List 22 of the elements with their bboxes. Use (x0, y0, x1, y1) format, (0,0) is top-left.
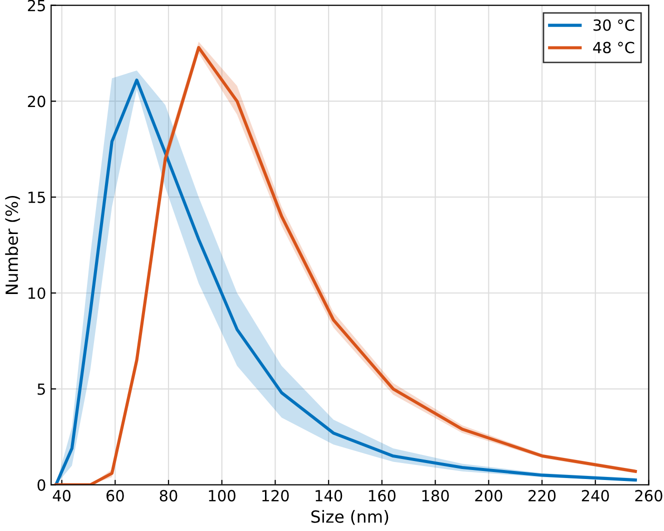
x-tick-label: 60 (106, 490, 124, 502)
x-tick-label: 220 (528, 490, 556, 502)
x-tick-label: 180 (422, 490, 449, 502)
y-tick-label: 10 (28, 287, 46, 300)
x-tick-label: 260 (635, 490, 662, 502)
x-tick-label: 120 (262, 490, 289, 502)
x-tick-label: 100 (208, 490, 236, 502)
y-tick-label: 25 (28, 0, 45, 12)
y-tick-label: 20 (28, 96, 46, 108)
y-tick-label: 5 (38, 384, 45, 395)
x-tick-label: 80 (160, 490, 178, 502)
legend-label: 30 °C (594, 19, 634, 31)
y-tick-label: 15 (28, 192, 45, 204)
y-tick-label: 0 (38, 479, 46, 491)
x-tick-label: 140 (316, 490, 342, 502)
x-tick-label: 40 (52, 490, 71, 502)
x-tick-label: 160 (369, 490, 396, 502)
x-tick-label: 200 (475, 490, 502, 502)
x-tick-label: 240 (582, 490, 609, 502)
legend-label: 48 °C (593, 42, 634, 54)
y-axis-title: Number (%) (5, 196, 20, 294)
x-axis-title: Size (nm) (311, 510, 388, 525)
